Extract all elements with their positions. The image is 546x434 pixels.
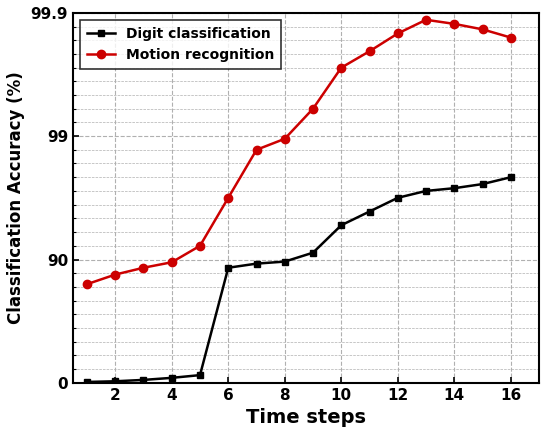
Motion recognition bbox=[366, 49, 373, 54]
Motion recognition bbox=[479, 27, 486, 32]
Digit classification bbox=[225, 265, 232, 270]
Digit classification bbox=[310, 250, 316, 255]
Motion recognition bbox=[112, 272, 118, 277]
Digit classification bbox=[366, 209, 373, 214]
Legend: Digit classification, Motion recognition: Digit classification, Motion recognition bbox=[80, 20, 281, 69]
Motion recognition bbox=[508, 35, 514, 40]
Digit classification bbox=[84, 379, 90, 385]
Motion recognition bbox=[282, 136, 288, 141]
Digit classification bbox=[479, 181, 486, 187]
Motion recognition bbox=[395, 31, 401, 36]
Digit classification bbox=[338, 223, 345, 228]
X-axis label: Time steps: Time steps bbox=[246, 408, 366, 427]
Motion recognition bbox=[423, 17, 429, 23]
Motion recognition bbox=[225, 195, 232, 201]
Line: Digit classification: Digit classification bbox=[84, 174, 514, 385]
Digit classification bbox=[508, 174, 514, 180]
Digit classification bbox=[112, 379, 118, 384]
Motion recognition bbox=[84, 282, 90, 287]
Motion recognition bbox=[140, 265, 147, 270]
Digit classification bbox=[423, 188, 429, 194]
Digit classification bbox=[282, 259, 288, 264]
Motion recognition bbox=[338, 65, 345, 70]
Y-axis label: Classification Accuracy (%): Classification Accuracy (%) bbox=[7, 72, 25, 324]
Digit classification bbox=[451, 186, 458, 191]
Digit classification bbox=[253, 261, 260, 266]
Digit classification bbox=[197, 372, 203, 378]
Digit classification bbox=[140, 377, 147, 382]
Digit classification bbox=[395, 195, 401, 201]
Motion recognition bbox=[310, 106, 316, 111]
Motion recognition bbox=[451, 21, 458, 26]
Motion recognition bbox=[169, 260, 175, 265]
Line: Motion recognition: Motion recognition bbox=[83, 16, 515, 288]
Digit classification bbox=[169, 375, 175, 381]
Motion recognition bbox=[197, 243, 203, 248]
Motion recognition bbox=[253, 147, 260, 152]
